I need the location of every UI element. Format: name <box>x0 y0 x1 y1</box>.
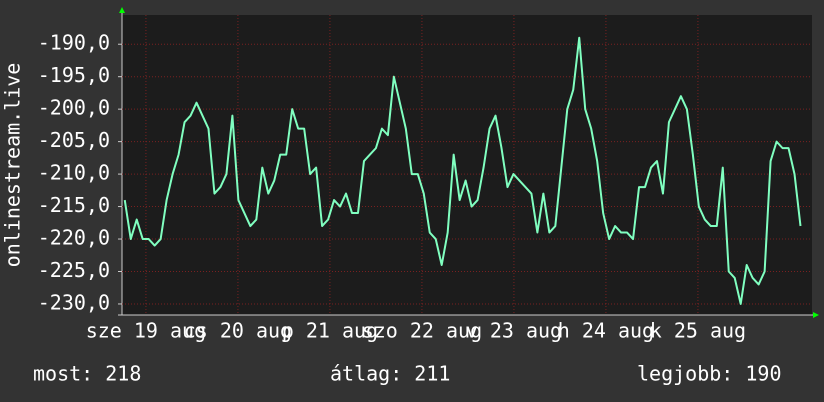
x-tick-label: cs 20 aug <box>184 319 292 343</box>
y-tick-label: -200,0 <box>38 96 110 120</box>
x-tick-label: p 21 aug <box>282 319 378 343</box>
legend-stat: átlag: 211 <box>330 362 450 386</box>
legend-stat: legjobb: 190 <box>637 362 782 386</box>
y-tick-label: -215,0 <box>38 193 110 217</box>
y-tick-label: -225,0 <box>38 258 110 282</box>
axis-arrow <box>813 312 819 318</box>
y-tick-label: -230,0 <box>38 290 110 314</box>
series-line <box>123 36 802 305</box>
plot-area <box>122 15 812 315</box>
legend-stat: most: 218 <box>33 362 141 386</box>
x-tick-label: k 25 aug <box>650 319 746 343</box>
y-tick-label: -220,0 <box>38 226 110 250</box>
x-tick-label: sze 19 aug <box>86 319 206 343</box>
x-tick-label: szo 22 aug <box>362 319 482 343</box>
x-tick-label: v 23 aug <box>466 319 562 343</box>
y-tick-label: -210,0 <box>38 161 110 185</box>
axis-arrow <box>119 7 125 13</box>
y-tick-label: -195,0 <box>38 63 110 87</box>
y-tick-label: -190,0 <box>38 31 110 55</box>
y-tick-label: -205,0 <box>38 128 110 152</box>
x-tick-label: h 24 aug <box>558 319 654 343</box>
y-axis-label: onlinestream.live <box>1 63 25 268</box>
